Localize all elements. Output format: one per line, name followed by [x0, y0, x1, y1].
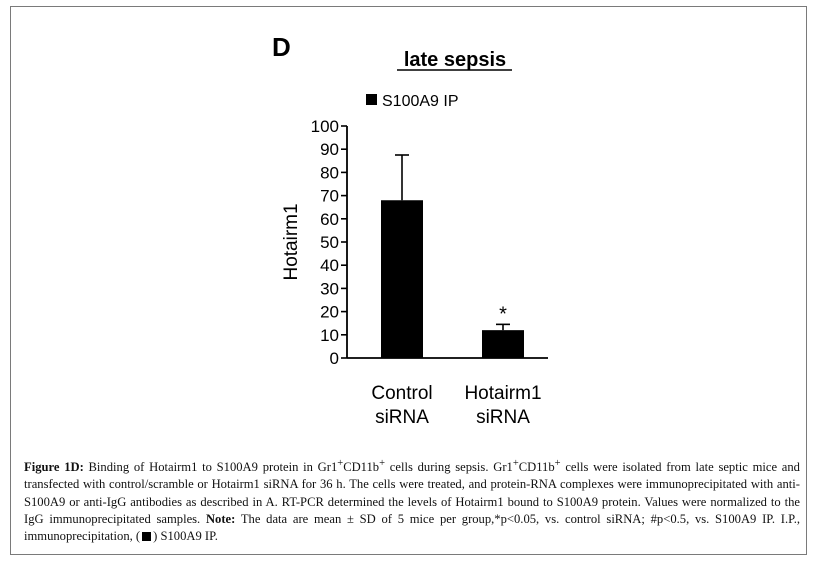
x-tick-label: siRNA: [476, 407, 530, 428]
caption-text-3: cells during sepsis. Gr1: [385, 460, 513, 475]
caption-sup-1: +: [337, 458, 344, 469]
y-tick-label: 0: [330, 349, 339, 368]
significance-marker: *: [499, 303, 507, 325]
caption-label: Figure 1D:: [24, 460, 84, 475]
caption-text-2: CD11b: [343, 460, 380, 475]
caption-note-label: Note:: [205, 511, 236, 526]
y-axis-label: Hotairm1: [281, 203, 302, 280]
x-tick-label: Control: [371, 383, 432, 404]
bar: [482, 330, 524, 358]
figure-caption: Figure 1D: Binding of Hotairm1 to S100A9…: [24, 455, 800, 545]
y-tick-label: 90: [320, 140, 339, 159]
caption-text-7: ) S100A9 IP.: [153, 529, 218, 543]
y-tick-label: 40: [320, 256, 339, 275]
x-tick-label: Hotairm1: [464, 383, 541, 404]
caption-legend-square: [142, 532, 152, 541]
bar: [381, 200, 423, 358]
legend-swatch: [366, 94, 377, 105]
caption-text-6: The data are mean ± SD of 5 mice per gro…: [24, 511, 801, 543]
y-tick-label: 20: [320, 303, 339, 322]
y-tick-label: 60: [320, 210, 339, 229]
y-tick-label: 100: [311, 117, 339, 136]
x-tick-label: siRNA: [375, 407, 429, 428]
y-tick-label: 10: [320, 326, 339, 345]
y-tick-label: 50: [320, 233, 339, 252]
y-tick-label: 70: [320, 187, 339, 206]
caption-text-4: CD11b: [518, 460, 555, 475]
y-tick-label: 80: [320, 163, 339, 182]
caption-sup-2: +: [379, 458, 386, 469]
caption-text-5: cells were isolated from late septic mic…: [24, 460, 800, 526]
panel-label: D: [272, 32, 291, 62]
legend-label: S100A9 IP: [382, 93, 459, 110]
chart-title: late sepsis: [404, 49, 506, 71]
caption-sup-4: +: [554, 458, 561, 469]
bar-chart: D late sepsis S100A9 IP Hotairm1 0 10 20 30…: [272, 32, 548, 428]
y-tick-label: 30: [320, 279, 339, 298]
caption-text-1: Binding of Hotairm1 to S100A9 protein in…: [88, 460, 338, 475]
caption-sup-3: +: [512, 458, 519, 469]
